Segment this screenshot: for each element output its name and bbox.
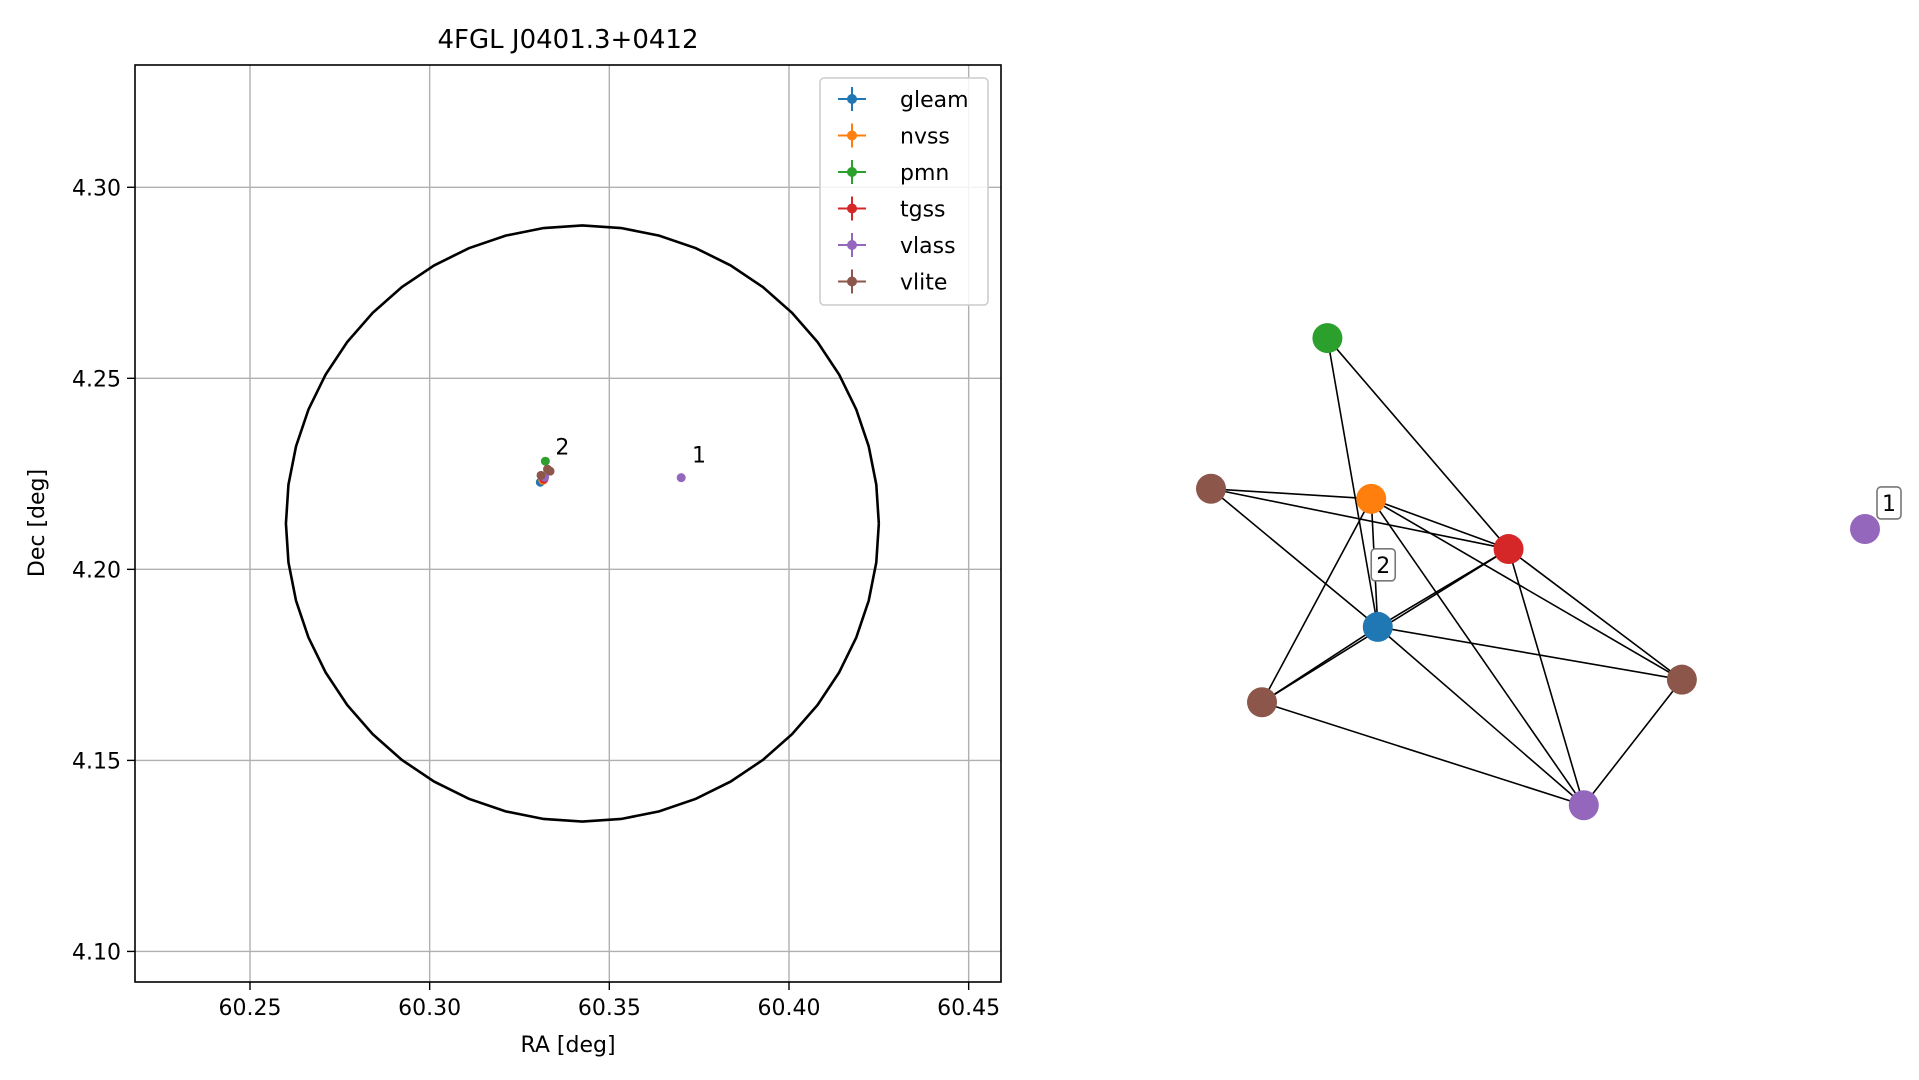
graph-edge-vlite1-nvss [1210, 487, 1372, 500]
y-tick-label: 4.10 [72, 940, 121, 965]
graph-edge-vlite2-vlass1 [1261, 701, 1585, 807]
graph-edge-nvss-vlass1 [1370, 498, 1585, 806]
graph-node-nvss [1356, 483, 1387, 514]
graph-edge-gleam-vlass1 [1377, 626, 1585, 806]
legend-marker-gleam [847, 94, 857, 104]
graph-edge-pmn-tgss [1326, 337, 1510, 550]
association-graph-panel: 21 [1196, 323, 1902, 821]
legend-label-pmn: pmn [900, 161, 949, 186]
x-tick-label: 60.40 [757, 996, 820, 1021]
y-tick-label: 4.30 [72, 176, 121, 201]
graph-cluster-label-box [1876, 486, 1902, 520]
legend-marker-vlite [847, 276, 857, 287]
graph-cluster-label-box [1370, 548, 1397, 582]
graph-node-vlass2 [1850, 513, 1880, 544]
graph-edge-pmn-gleam [1326, 337, 1379, 628]
legend-marker-tgss [847, 203, 857, 214]
graph-cluster-label: 2 [1376, 554, 1390, 579]
graph-edge-gleam-vlite2 [1261, 626, 1379, 703]
graph-edge-nvss-vlite2 [1261, 498, 1372, 703]
legend-label-vlass: vlass [900, 234, 956, 259]
legend-label-gleam: gleam [900, 88, 969, 113]
legend: gleam nvss pmn tgss vlass vlite [819, 77, 989, 306]
error-ellipse-group [284, 224, 881, 823]
graph-cluster-labels: 21 [1370, 486, 1902, 582]
x-tick-label: 60.45 [937, 996, 1000, 1021]
y-tick-label: 4.20 [72, 558, 121, 583]
graph-edges [1210, 337, 1683, 807]
y-tick-label: 4.25 [72, 367, 121, 392]
graph-edge-vlite1-gleam [1210, 488, 1379, 628]
legend-marker-pmn [847, 167, 857, 177]
graph-edge-nvss-tgss [1370, 498, 1509, 550]
graph-node-gleam [1362, 611, 1393, 642]
y-axis-label: Dec [deg] [25, 469, 50, 577]
x-axis-ticks: 60.25 60.30 60.35 60.40 60.45 [218, 982, 1000, 1021]
vlass-point [676, 473, 686, 483]
graph-edge-nvss-vlite3 [1370, 498, 1683, 681]
data-points [535, 456, 686, 487]
legend-label-nvss: nvss [900, 125, 950, 150]
vlite-point [536, 470, 546, 480]
cluster-annotation: 2 [555, 436, 569, 461]
legend-marker-nvss [847, 130, 857, 141]
graph-node-tgss [1493, 534, 1524, 565]
graph-edge-gleam-vlite3 [1377, 626, 1683, 681]
graph-edge-tgss-vlite3 [1508, 548, 1683, 681]
legend-label-vlite: vlite [900, 271, 947, 296]
graph-node-vlite3 [1666, 664, 1697, 695]
pmn-point [540, 456, 550, 466]
plot-frame [134, 64, 1002, 983]
chart-title: 4FGL J0401.3+0412 [438, 25, 699, 55]
graph-node-pmn [1312, 323, 1343, 354]
graph-node-vlite2 [1247, 687, 1278, 718]
graph-cluster-label: 1 [1882, 492, 1896, 517]
x-tick-label: 60.25 [218, 996, 281, 1021]
graph-node-vlite1 [1196, 473, 1226, 504]
x-axis-label: RA [deg] [520, 1033, 615, 1058]
graph-edge-tgss-vlass1 [1507, 548, 1585, 806]
legend-label-tgss: tgss [900, 198, 946, 223]
x-tick-label: 60.30 [398, 996, 461, 1021]
y-axis-ticks: 4.10 4.15 4.20 4.25 4.30 [72, 176, 135, 965]
graph-node-vlass1 [1568, 790, 1599, 821]
vlite-point [545, 466, 555, 476]
x-tick-label: 60.35 [578, 996, 641, 1021]
graph-edge-vlass1-vlite3 [1583, 679, 1683, 806]
legend-marker-vlass [847, 240, 857, 250]
error-ellipse [284, 224, 881, 823]
y-tick-label: 4.15 [72, 749, 121, 774]
graph-nodes [1196, 323, 1880, 821]
cluster-annotation: 1 [692, 443, 706, 468]
